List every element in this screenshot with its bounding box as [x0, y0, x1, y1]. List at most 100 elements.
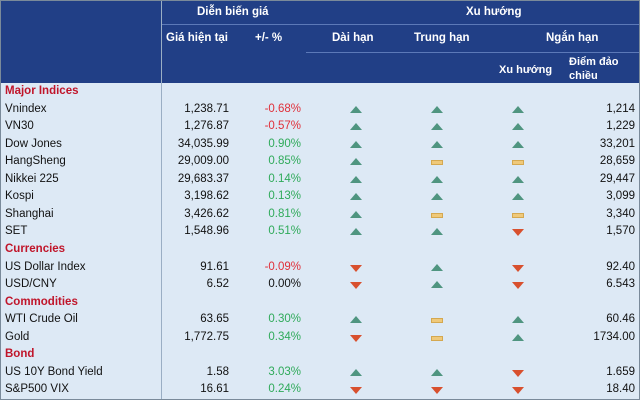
- trend-up-icon: [431, 368, 443, 376]
- instrument-name: VN30: [5, 120, 34, 133]
- section-title: Bond: [5, 348, 35, 361]
- reversal-point: 29,447: [599, 172, 635, 185]
- instrument-name: Shanghai: [5, 207, 54, 220]
- table-row: US 10Y Bond Yield 1.58 3.03% 1.659: [1, 364, 639, 382]
- trend-up-icon: [431, 281, 443, 289]
- trend-up-icon: [350, 158, 362, 166]
- trend-up-icon: [512, 193, 524, 201]
- change-pct: 0.00%: [268, 278, 301, 291]
- trend-up-icon: [431, 105, 443, 113]
- current-price: 3,426.62: [184, 207, 229, 220]
- trend-up-icon: [512, 105, 524, 113]
- current-price: 1,238.71: [184, 102, 229, 115]
- change-pct: 0.34%: [268, 330, 301, 343]
- change-pct: -0.09%: [264, 260, 301, 273]
- reversal-point: 3,099: [606, 190, 635, 203]
- current-price: 29,009.00: [177, 155, 229, 168]
- trend-down-icon: [512, 282, 524, 290]
- reversal-point: 1,570: [606, 225, 635, 238]
- current-price: 29,683.37: [177, 172, 229, 185]
- trend-up-icon: [350, 368, 362, 376]
- current-price: 3,198.62: [184, 190, 229, 203]
- reversal-point: 1,229: [606, 120, 635, 133]
- reversal-point: 1734.00: [593, 330, 635, 343]
- trend-up-icon: [350, 123, 362, 131]
- table-row: US Dollar Index 91.61 -0.09% 92.40: [1, 259, 639, 277]
- trend-up-icon: [512, 175, 524, 183]
- trend-down-icon: [350, 264, 362, 272]
- trend-up-icon: [350, 228, 362, 236]
- short-trend-header: Xu hướng: [499, 64, 553, 76]
- reversal-point: 1,214: [606, 102, 635, 115]
- table-row: Nikkei 225 29,683.37 0.14% 29,447: [1, 171, 639, 189]
- trend-up-icon: [431, 263, 443, 271]
- instrument-name: S&P500 VIX: [5, 383, 69, 396]
- change-pct: 0.13%: [268, 190, 301, 203]
- reversal-point-header: Điểm đảo chiều: [569, 56, 619, 82]
- table-row: Vnindex 1,238.71 -0.68% 1,214: [1, 101, 639, 119]
- instrument-name: USD/CNY: [5, 278, 57, 291]
- long-term-header: Dài hạn: [332, 32, 374, 44]
- trend-up-icon: [431, 193, 443, 201]
- trend-down-icon: [512, 369, 524, 377]
- instrument-name: US Dollar Index: [5, 260, 86, 273]
- section-header: Commodities: [1, 294, 639, 312]
- table-row: Dow Jones 34,035.99 0.90% 33,201: [1, 136, 639, 154]
- price-group-header: Diễn biến giá: [197, 6, 269, 18]
- trend-down-icon: [512, 229, 524, 237]
- trend-down-icon: [350, 282, 362, 290]
- table-header: Diễn biến giá Xu hướng Giá hiện tại +/- …: [1, 1, 639, 83]
- change-pct: 0.24%: [268, 383, 301, 396]
- section-header: Currencies: [1, 241, 639, 259]
- trend-up-icon: [512, 316, 524, 324]
- trend-up-icon: [350, 316, 362, 324]
- current-price: 1,548.96: [184, 225, 229, 238]
- section-title: Major Indices: [5, 85, 79, 97]
- instrument-name: Gold: [5, 330, 30, 343]
- change-pct: 0.51%: [268, 225, 301, 238]
- instrument-name: Dow Jones: [5, 137, 62, 150]
- table-row: Kospi 3,198.62 0.13% 3,099: [1, 188, 639, 206]
- table-row: VN30 1,276.87 -0.57% 1,229: [1, 118, 639, 136]
- change-pct: 0.85%: [268, 155, 301, 168]
- trend-group-header: Xu hướng: [466, 6, 522, 18]
- reversal-point: 6.543: [606, 278, 635, 291]
- trend-up-icon: [350, 193, 362, 201]
- instrument-name: WTI Crude Oil: [5, 313, 78, 326]
- change-pct: 0.14%: [268, 172, 301, 185]
- section-title: Currencies: [5, 242, 66, 255]
- trend-up-icon: [512, 140, 524, 148]
- change-pct: -0.68%: [264, 102, 301, 115]
- current-price-header: Giá hiện tại: [166, 32, 228, 44]
- change-pct: 0.90%: [268, 137, 301, 150]
- trend-up-icon: [431, 140, 443, 148]
- trend-flat-icon: [431, 335, 443, 341]
- change-pct: 0.81%: [268, 207, 301, 220]
- reversal-point: 92.40: [606, 260, 635, 273]
- current-price: 63.65: [200, 313, 229, 326]
- change-pct: 3.03%: [268, 365, 301, 378]
- change-pct-header: +/- %: [255, 32, 283, 44]
- trend-down-icon: [350, 334, 362, 342]
- current-price: 6.52: [206, 278, 229, 291]
- trend-up-icon: [350, 105, 362, 113]
- mid-term-header: Trung hạn: [414, 32, 470, 44]
- trend-flat-icon: [431, 212, 443, 218]
- trend-up-icon: [350, 210, 362, 218]
- current-price: 34,035.99: [177, 137, 229, 150]
- trend-up-icon: [431, 175, 443, 183]
- change-pct: -0.57%: [264, 120, 301, 133]
- instrument-name: SET: [5, 225, 28, 238]
- instrument-name: HangSheng: [5, 155, 66, 168]
- trend-up-icon: [512, 123, 524, 131]
- reversal-point: 33,201: [599, 137, 635, 150]
- current-price: 1.58: [206, 365, 229, 378]
- instrument-name: Vnindex: [5, 102, 47, 115]
- trend-up-icon: [350, 175, 362, 183]
- table-row: SET 1,548.96 0.51% 1,570: [1, 223, 639, 241]
- reversal-point: 60.46: [606, 313, 635, 326]
- reversal-point: 1.659: [606, 365, 635, 378]
- reversal-point: 28,659: [599, 155, 635, 168]
- reversal-point: 3,340: [606, 207, 635, 220]
